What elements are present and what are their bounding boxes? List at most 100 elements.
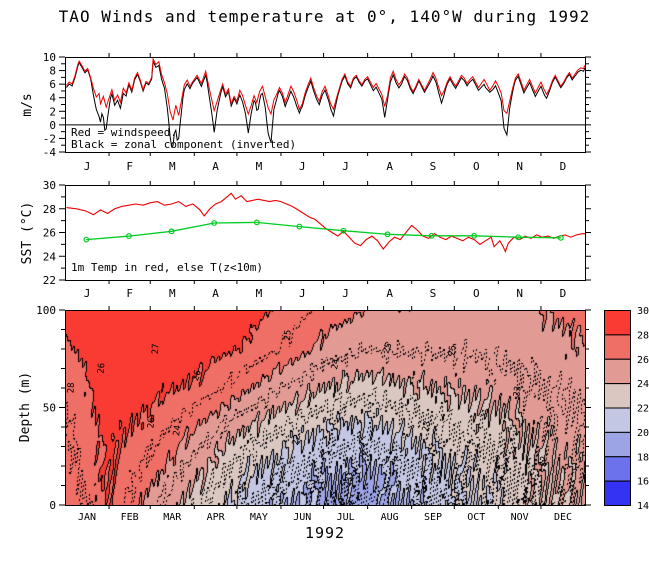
colorbar-label: 20 bbox=[637, 428, 649, 439]
sst-sub-marker bbox=[557, 234, 564, 241]
y-tick-label: -4 bbox=[43, 146, 57, 159]
month-label-sst: D bbox=[560, 287, 567, 300]
month-label-sst: J bbox=[84, 287, 91, 300]
y-tick-label: 100 bbox=[36, 304, 56, 317]
colorbar-label: 30 bbox=[637, 306, 649, 317]
y-tick-label: 30 bbox=[43, 179, 56, 192]
month-label-sst: S bbox=[430, 287, 437, 300]
month-label-depth: DEC bbox=[554, 512, 572, 523]
sst-legend: 1m Temp in red, else T(z<10m) bbox=[71, 261, 264, 274]
x-axis-label-year: 1992 bbox=[304, 524, 346, 542]
month-label-wind: N bbox=[516, 160, 523, 173]
y-tick-label: 0 bbox=[49, 499, 56, 512]
windspeed-line bbox=[66, 57, 585, 121]
y-tick-label: 6 bbox=[49, 78, 56, 91]
month-label-depth: OCT bbox=[467, 512, 485, 523]
colorbar-band bbox=[604, 431, 631, 458]
contour-label: 25 bbox=[283, 329, 294, 341]
colorbar-label: 28 bbox=[637, 330, 649, 341]
month-label-depth: MAR bbox=[163, 512, 182, 523]
month-label-sst: A bbox=[386, 287, 393, 300]
month-label-sst: M bbox=[169, 287, 176, 300]
month-label-depth: JUN bbox=[293, 512, 311, 523]
contour-label: 25 bbox=[382, 342, 395, 356]
contour-label: 28 bbox=[67, 382, 77, 393]
contour-label: 22 bbox=[538, 455, 550, 468]
contour-label: 26 bbox=[146, 417, 157, 429]
month-label-depth: MAY bbox=[250, 512, 268, 523]
contour-label: 24 bbox=[172, 425, 183, 437]
colorbar-band bbox=[604, 480, 631, 506]
contour-label: 22 bbox=[291, 434, 303, 447]
month-label-sst: J bbox=[299, 287, 306, 300]
y-tick-label: 22 bbox=[43, 274, 56, 287]
y-tick-label: 0 bbox=[49, 119, 56, 132]
sst-sub-marker bbox=[211, 220, 218, 226]
month-label-wind: J bbox=[342, 160, 349, 173]
month-label-sst: N bbox=[516, 287, 523, 300]
contour-label: 25 bbox=[447, 345, 458, 357]
y-tick-label: 26 bbox=[43, 227, 56, 240]
month-label-wind: M bbox=[256, 160, 263, 173]
colorbar-band bbox=[604, 310, 631, 336]
sst-sub-marker bbox=[515, 234, 522, 241]
month-label-wind: J bbox=[299, 160, 306, 173]
colorbar-label: 14 bbox=[637, 501, 649, 512]
month-label-wind: F bbox=[126, 160, 133, 173]
month-label-sst: M bbox=[256, 287, 263, 300]
month-label-depth: JAN bbox=[78, 512, 96, 523]
y-tick-label: 2 bbox=[49, 105, 56, 118]
sst-sub-marker bbox=[340, 227, 347, 234]
month-label-depth: SEP bbox=[424, 512, 442, 523]
contour-label: 23 bbox=[512, 386, 523, 398]
contour-label: 24 bbox=[330, 358, 342, 371]
colorbar-band bbox=[604, 383, 631, 409]
sst-1m-line bbox=[66, 192, 585, 253]
colorbar-band bbox=[604, 456, 631, 482]
contour-label: 23 bbox=[421, 420, 433, 433]
panel-frame-3 bbox=[65, 310, 586, 506]
sst-sub-marker bbox=[471, 232, 478, 239]
month-label-sst: F bbox=[126, 287, 133, 300]
month-label-depth: AUG bbox=[381, 512, 399, 523]
colorbar-label: 18 bbox=[637, 452, 649, 463]
month-label-wind: D bbox=[560, 160, 567, 173]
contour-label: 26 bbox=[191, 369, 204, 382]
wind-legend-line2: Black = zonal component (inverted) bbox=[71, 138, 297, 151]
contour-label: 22 bbox=[358, 449, 371, 463]
sst-sub-marker bbox=[428, 232, 435, 239]
y-tick-label: 50 bbox=[43, 402, 56, 415]
y-tick-label: -2 bbox=[43, 132, 56, 145]
contour-label: 21 bbox=[343, 475, 355, 487]
wind-legend: Red = windspeed. Black = zonal component… bbox=[71, 127, 296, 151]
depth-temperature-contour-plot bbox=[65, 310, 585, 505]
sst-sub-marker bbox=[126, 233, 132, 239]
colorbar-label: 26 bbox=[637, 355, 649, 366]
y-tick-label: 28 bbox=[43, 203, 56, 216]
sst-sub-marker bbox=[83, 236, 90, 243]
y-tick-label: 10 bbox=[43, 51, 56, 64]
month-label-sst: J bbox=[342, 287, 349, 300]
month-label-wind: A bbox=[212, 160, 219, 173]
sst-sub-marker bbox=[168, 228, 175, 235]
contour-label: 26 bbox=[97, 362, 108, 374]
y-tick-label: 4 bbox=[49, 92, 56, 105]
colorbar-band bbox=[604, 334, 631, 360]
month-label-wind: S bbox=[430, 160, 437, 173]
sst-sub-line bbox=[86, 221, 561, 241]
sst-plot-area bbox=[66, 192, 585, 253]
figure-title: TAO Winds and temperature at 0°, 140°W d… bbox=[58, 7, 591, 26]
colorbar-label: 22 bbox=[637, 404, 649, 415]
wind-plot-area bbox=[65, 57, 585, 148]
wind-legend-line1: Red = windspeed. bbox=[71, 126, 177, 139]
month-label-depth: APR bbox=[207, 512, 226, 523]
month-label-sst: A bbox=[212, 287, 219, 300]
colorbar-label: 16 bbox=[637, 477, 649, 488]
contour-label: 27 bbox=[151, 343, 161, 354]
month-label-wind: M bbox=[169, 160, 176, 173]
colorbar-band bbox=[604, 407, 631, 433]
sst-sub-marker bbox=[384, 231, 391, 238]
colorbar-band bbox=[604, 358, 631, 385]
